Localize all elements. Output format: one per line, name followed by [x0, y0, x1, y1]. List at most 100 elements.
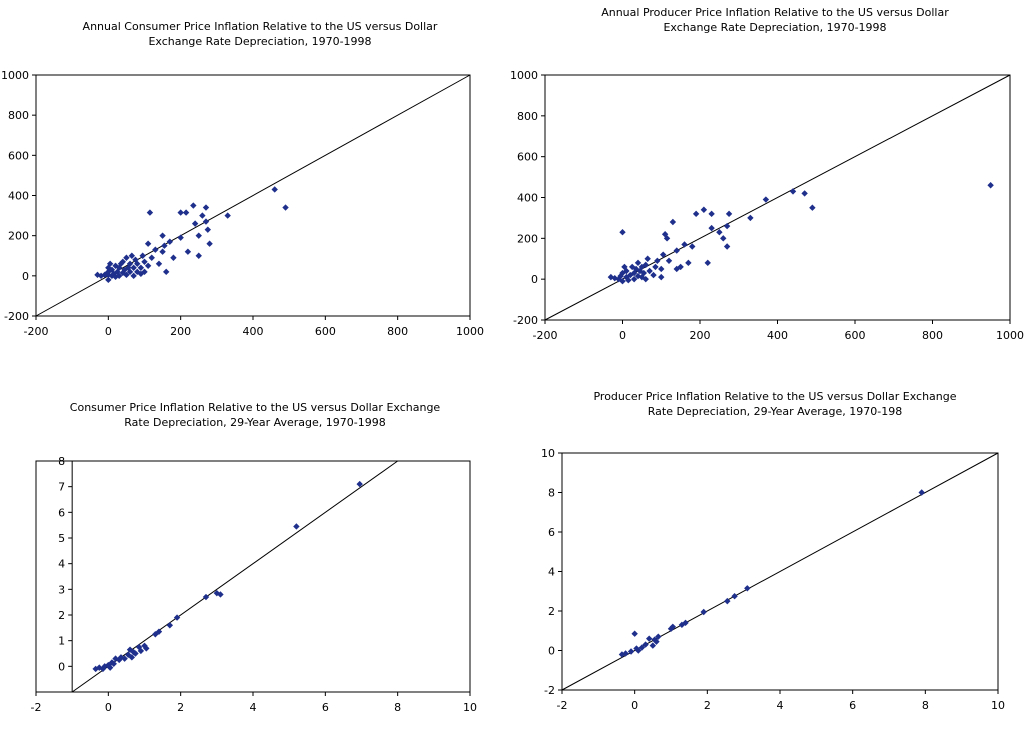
data-point	[155, 260, 163, 267]
x-tick-label: -200	[24, 325, 49, 338]
data-point	[747, 214, 754, 222]
data-point	[681, 241, 688, 248]
chart-title-line-2: Exchange Rate Depreciation, 1970-1998	[663, 21, 887, 34]
y-tick-label: 10	[541, 447, 555, 460]
data-point	[622, 650, 629, 657]
y-tick-label: 0	[22, 270, 29, 283]
y-tick-label: 200	[8, 230, 29, 243]
plot-area-frame	[35, 460, 471, 693]
data-point	[724, 597, 731, 605]
data-point	[642, 275, 649, 283]
data-point	[682, 619, 689, 627]
data-point	[135, 643, 143, 651]
y-tick-label: 800	[8, 109, 29, 122]
chart-title-line-2: Rate Depreciation, 29-Year Average, 1970…	[124, 416, 386, 429]
x-tick-label: 0	[619, 329, 626, 342]
data-point	[139, 252, 146, 259]
data-point	[627, 648, 635, 655]
data-point	[692, 210, 700, 218]
data-point	[653, 638, 660, 645]
data-point	[112, 262, 119, 269]
data-point	[170, 254, 177, 261]
data-point	[356, 480, 363, 488]
data-point	[650, 271, 657, 279]
data-point	[184, 248, 192, 255]
y-tick-label: -200	[513, 314, 538, 327]
data-point	[634, 259, 642, 267]
chart-title-line-2: Exchange Rate Depreciation, 1970-1998	[148, 35, 372, 48]
data-point	[97, 272, 105, 280]
y-tick-label: 7	[58, 481, 65, 494]
data-point	[762, 196, 770, 203]
data-point	[720, 235, 727, 242]
data-point	[708, 224, 715, 232]
data-point	[704, 259, 711, 267]
reference-line	[561, 452, 999, 691]
data-point	[678, 621, 686, 629]
y-tick-label: 2	[548, 605, 555, 618]
data-point	[658, 273, 665, 281]
data-point	[725, 210, 733, 218]
data-point	[148, 254, 155, 261]
data-point	[623, 267, 630, 275]
data-point	[141, 268, 148, 276]
data-point	[918, 489, 925, 496]
data-point	[658, 265, 665, 273]
data-point	[646, 635, 653, 642]
y-tick-label: 3	[58, 583, 65, 596]
x-tick-label: 2	[704, 699, 711, 712]
data-point	[652, 263, 659, 271]
x-tick-label: 10	[463, 701, 477, 714]
data-point	[105, 276, 112, 284]
y-tick-label: 800	[517, 110, 538, 123]
x-tick-label: -2	[31, 701, 42, 714]
data-point	[731, 592, 738, 600]
data-point	[126, 268, 134, 276]
y-tick-label: 8	[58, 455, 65, 468]
x-tick-label: 6	[849, 699, 856, 712]
y-tick-label: 600	[8, 149, 29, 162]
data-point	[669, 623, 677, 630]
y-tick-label: 5	[58, 532, 65, 545]
x-tick-label: -200	[533, 329, 558, 342]
data-point	[121, 655, 128, 662]
data-point	[173, 614, 181, 621]
x-tick-label: 800	[922, 329, 943, 342]
data-point	[144, 240, 152, 247]
data-point	[202, 218, 210, 225]
data-point	[96, 664, 103, 671]
data-point	[625, 276, 632, 284]
x-tick-label: 6	[322, 701, 329, 714]
data-point	[677, 263, 684, 271]
x-tick-label: 0	[105, 701, 112, 714]
y-tick-label: 6	[548, 526, 555, 539]
data-point	[123, 271, 130, 279]
data-point	[202, 593, 210, 601]
data-point	[202, 204, 210, 211]
data-point	[669, 218, 677, 226]
x-tick-label: 2	[177, 701, 184, 714]
y-tick-label: 200	[517, 232, 538, 245]
data-point	[987, 182, 994, 189]
x-tick-label: 800	[387, 325, 408, 338]
data-point	[177, 209, 184, 216]
data-point	[642, 641, 649, 648]
data-point	[115, 656, 123, 664]
data-point	[105, 661, 112, 669]
data-point	[117, 654, 125, 661]
data-point	[137, 647, 145, 655]
data-point	[642, 261, 649, 269]
data-point	[130, 264, 137, 271]
data-point	[685, 259, 692, 267]
data-point	[159, 248, 166, 255]
x-tick-label: 0	[105, 325, 112, 338]
chart-title-line-1: Annual Consumer Price Inflation Relative…	[82, 20, 438, 33]
y-tick-label: 1000	[510, 69, 538, 82]
data-point	[700, 608, 707, 616]
data-point	[195, 252, 202, 259]
data-point	[630, 275, 638, 283]
data-point	[141, 642, 148, 649]
data-point	[99, 665, 107, 673]
y-tick-label: 8	[548, 487, 555, 500]
